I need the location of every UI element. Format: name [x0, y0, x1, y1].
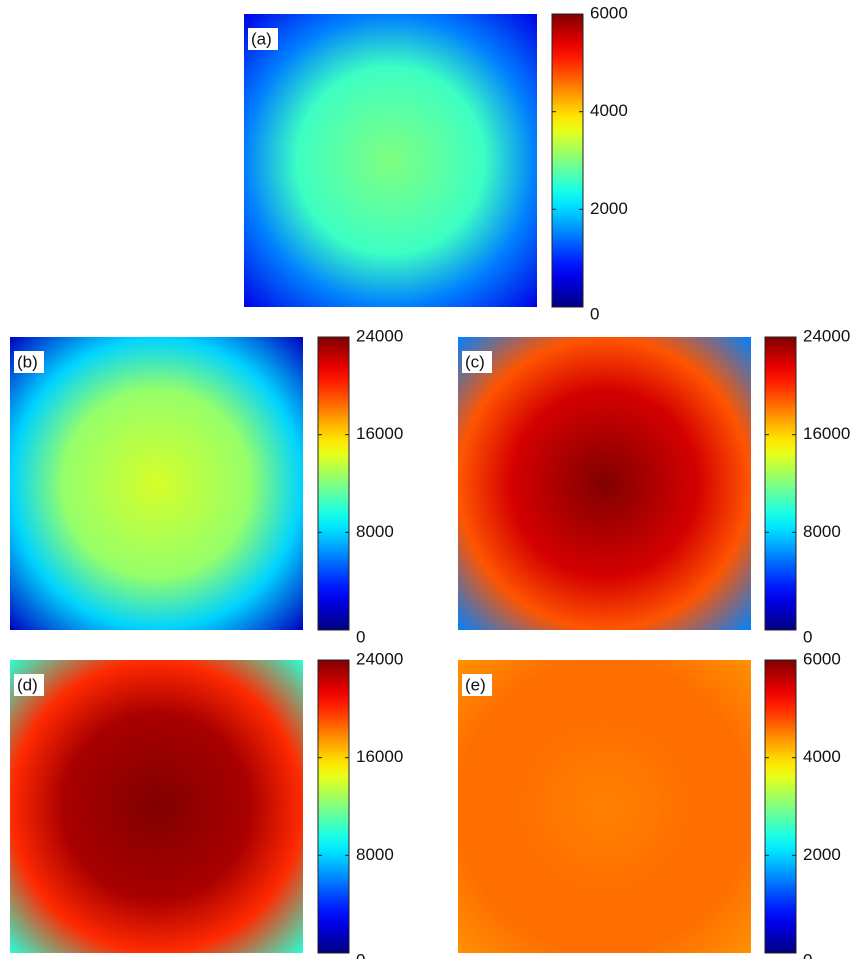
colorbar-tick-label: 4000: [803, 747, 841, 766]
panel-label-box: [248, 28, 278, 50]
colorbar-tick-label: 24000: [356, 326, 403, 345]
colorbar-tick-label: 4000: [590, 101, 628, 120]
colorbar: [317, 659, 350, 954]
panel-label: (b): [17, 352, 38, 371]
panel-label: (a): [251, 29, 272, 48]
colorbar-tick-label: 8000: [356, 845, 394, 864]
heatmap-image: [458, 337, 751, 630]
panel-label-box: [14, 674, 44, 696]
colorbar-tick-label: 0: [803, 627, 812, 646]
colorbar-tick-label: 24000: [803, 326, 850, 345]
colorbar-tick-label: 6000: [590, 3, 628, 22]
panel-label-box: [462, 351, 492, 373]
panel-label: (d): [17, 675, 38, 694]
panel-label-box: [14, 351, 44, 373]
colorbar-tick-label: 2000: [803, 845, 841, 864]
colorbar-tick-label: 16000: [356, 747, 403, 766]
colorbar-tick-label: 6000: [803, 649, 841, 668]
colorbar-tick-label: 2000: [590, 199, 628, 218]
panel-label: (c): [465, 352, 485, 371]
colorbar: [551, 13, 584, 308]
colorbar-tick-label: 24000: [356, 649, 403, 668]
colorbar-tick-label: 16000: [803, 424, 850, 443]
heatmap-image: [244, 14, 537, 307]
colorbar: [764, 659, 797, 954]
colorbar: [764, 336, 797, 631]
colorbar-tick-label: 0: [356, 950, 365, 959]
panel-label: (e): [465, 675, 486, 694]
colorbar-tick-label: 0: [590, 304, 599, 323]
colorbar-tick-label: 0: [356, 627, 365, 646]
colorbar-tick-label: 0: [803, 950, 812, 959]
heatmap-image: [10, 660, 303, 953]
colorbar-tick-label: 8000: [803, 522, 841, 541]
colorbar: [317, 336, 350, 631]
heatmap-image: [458, 660, 751, 953]
colorbar-tick-label: 8000: [356, 522, 394, 541]
colorbar-tick-label: 16000: [356, 424, 403, 443]
heatmap-image: [10, 337, 303, 630]
panel-label-box: [462, 674, 492, 696]
